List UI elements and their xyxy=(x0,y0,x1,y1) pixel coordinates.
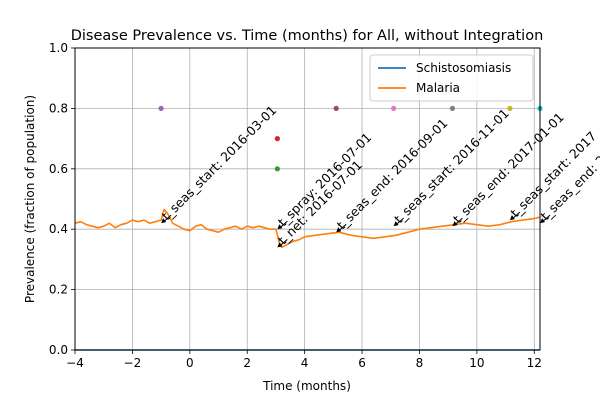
x-tick-label: 6 xyxy=(358,356,366,370)
x-tick-label: 2 xyxy=(243,356,251,370)
annotation-arrowhead xyxy=(393,221,399,227)
annotation-arrowhead xyxy=(277,224,283,230)
axis-ticks: −4 −2 0 2 4 6 8 10 12 0.0 0.2 0.4 0.6 0.8 1.0 xyxy=(49,41,542,370)
x-tick-label: 0 xyxy=(186,356,194,370)
legend-box xyxy=(369,54,534,102)
x-tick-label: 10 xyxy=(469,356,484,370)
y-tick-label: 0.0 xyxy=(49,343,68,357)
marker-point xyxy=(391,105,397,111)
x-tick-label: 12 xyxy=(527,356,542,370)
chart-title: Disease Prevalence vs. Time (months) for… xyxy=(71,28,544,44)
plot-frame xyxy=(74,47,541,351)
annotation-arrowhead xyxy=(540,218,545,224)
y-tick-label: 0.6 xyxy=(49,162,68,176)
marker-point xyxy=(274,166,280,172)
annotation-arrowhead xyxy=(452,221,458,227)
annotation-arrowhead xyxy=(161,218,167,224)
legend-label-schistosomiasis: Schistosomiasis xyxy=(416,61,511,75)
y-tick-label: 0.8 xyxy=(49,101,68,115)
y-axis-label: Prevalence (fraction of population) xyxy=(23,95,37,303)
x-tick-label: 8 xyxy=(416,356,424,370)
series-layer xyxy=(74,208,541,351)
annotation-label: t_seas_start: 2016-03-01 xyxy=(159,103,280,224)
legend-label-malaria: Malaria xyxy=(416,81,460,95)
legend: Schistosomiasis Malaria xyxy=(369,54,534,102)
marker-point xyxy=(158,105,164,111)
grid-lines xyxy=(74,47,540,351)
y-tick-label: 0.2 xyxy=(49,283,68,297)
annotation-arrowhead xyxy=(509,215,515,221)
marker-point xyxy=(507,105,513,111)
annotation-arrowhead xyxy=(277,242,283,248)
y-tick-label: 1.0 xyxy=(49,41,68,55)
x-axis-label: Time (months) xyxy=(262,379,351,393)
x-tick-label: 4 xyxy=(301,356,309,370)
series-line-malaria xyxy=(74,208,541,249)
marker-point xyxy=(274,136,280,142)
annotation-arrowhead xyxy=(336,227,342,233)
annotations: t_seas_start: 2016-03-01t_spray: 2016-07… xyxy=(159,103,600,248)
x-tick-label: −2 xyxy=(124,356,142,370)
marker-point xyxy=(333,105,339,111)
x-tick-label: −4 xyxy=(66,356,84,370)
y-tick-label: 0.4 xyxy=(49,222,68,236)
marker-point xyxy=(449,105,456,111)
